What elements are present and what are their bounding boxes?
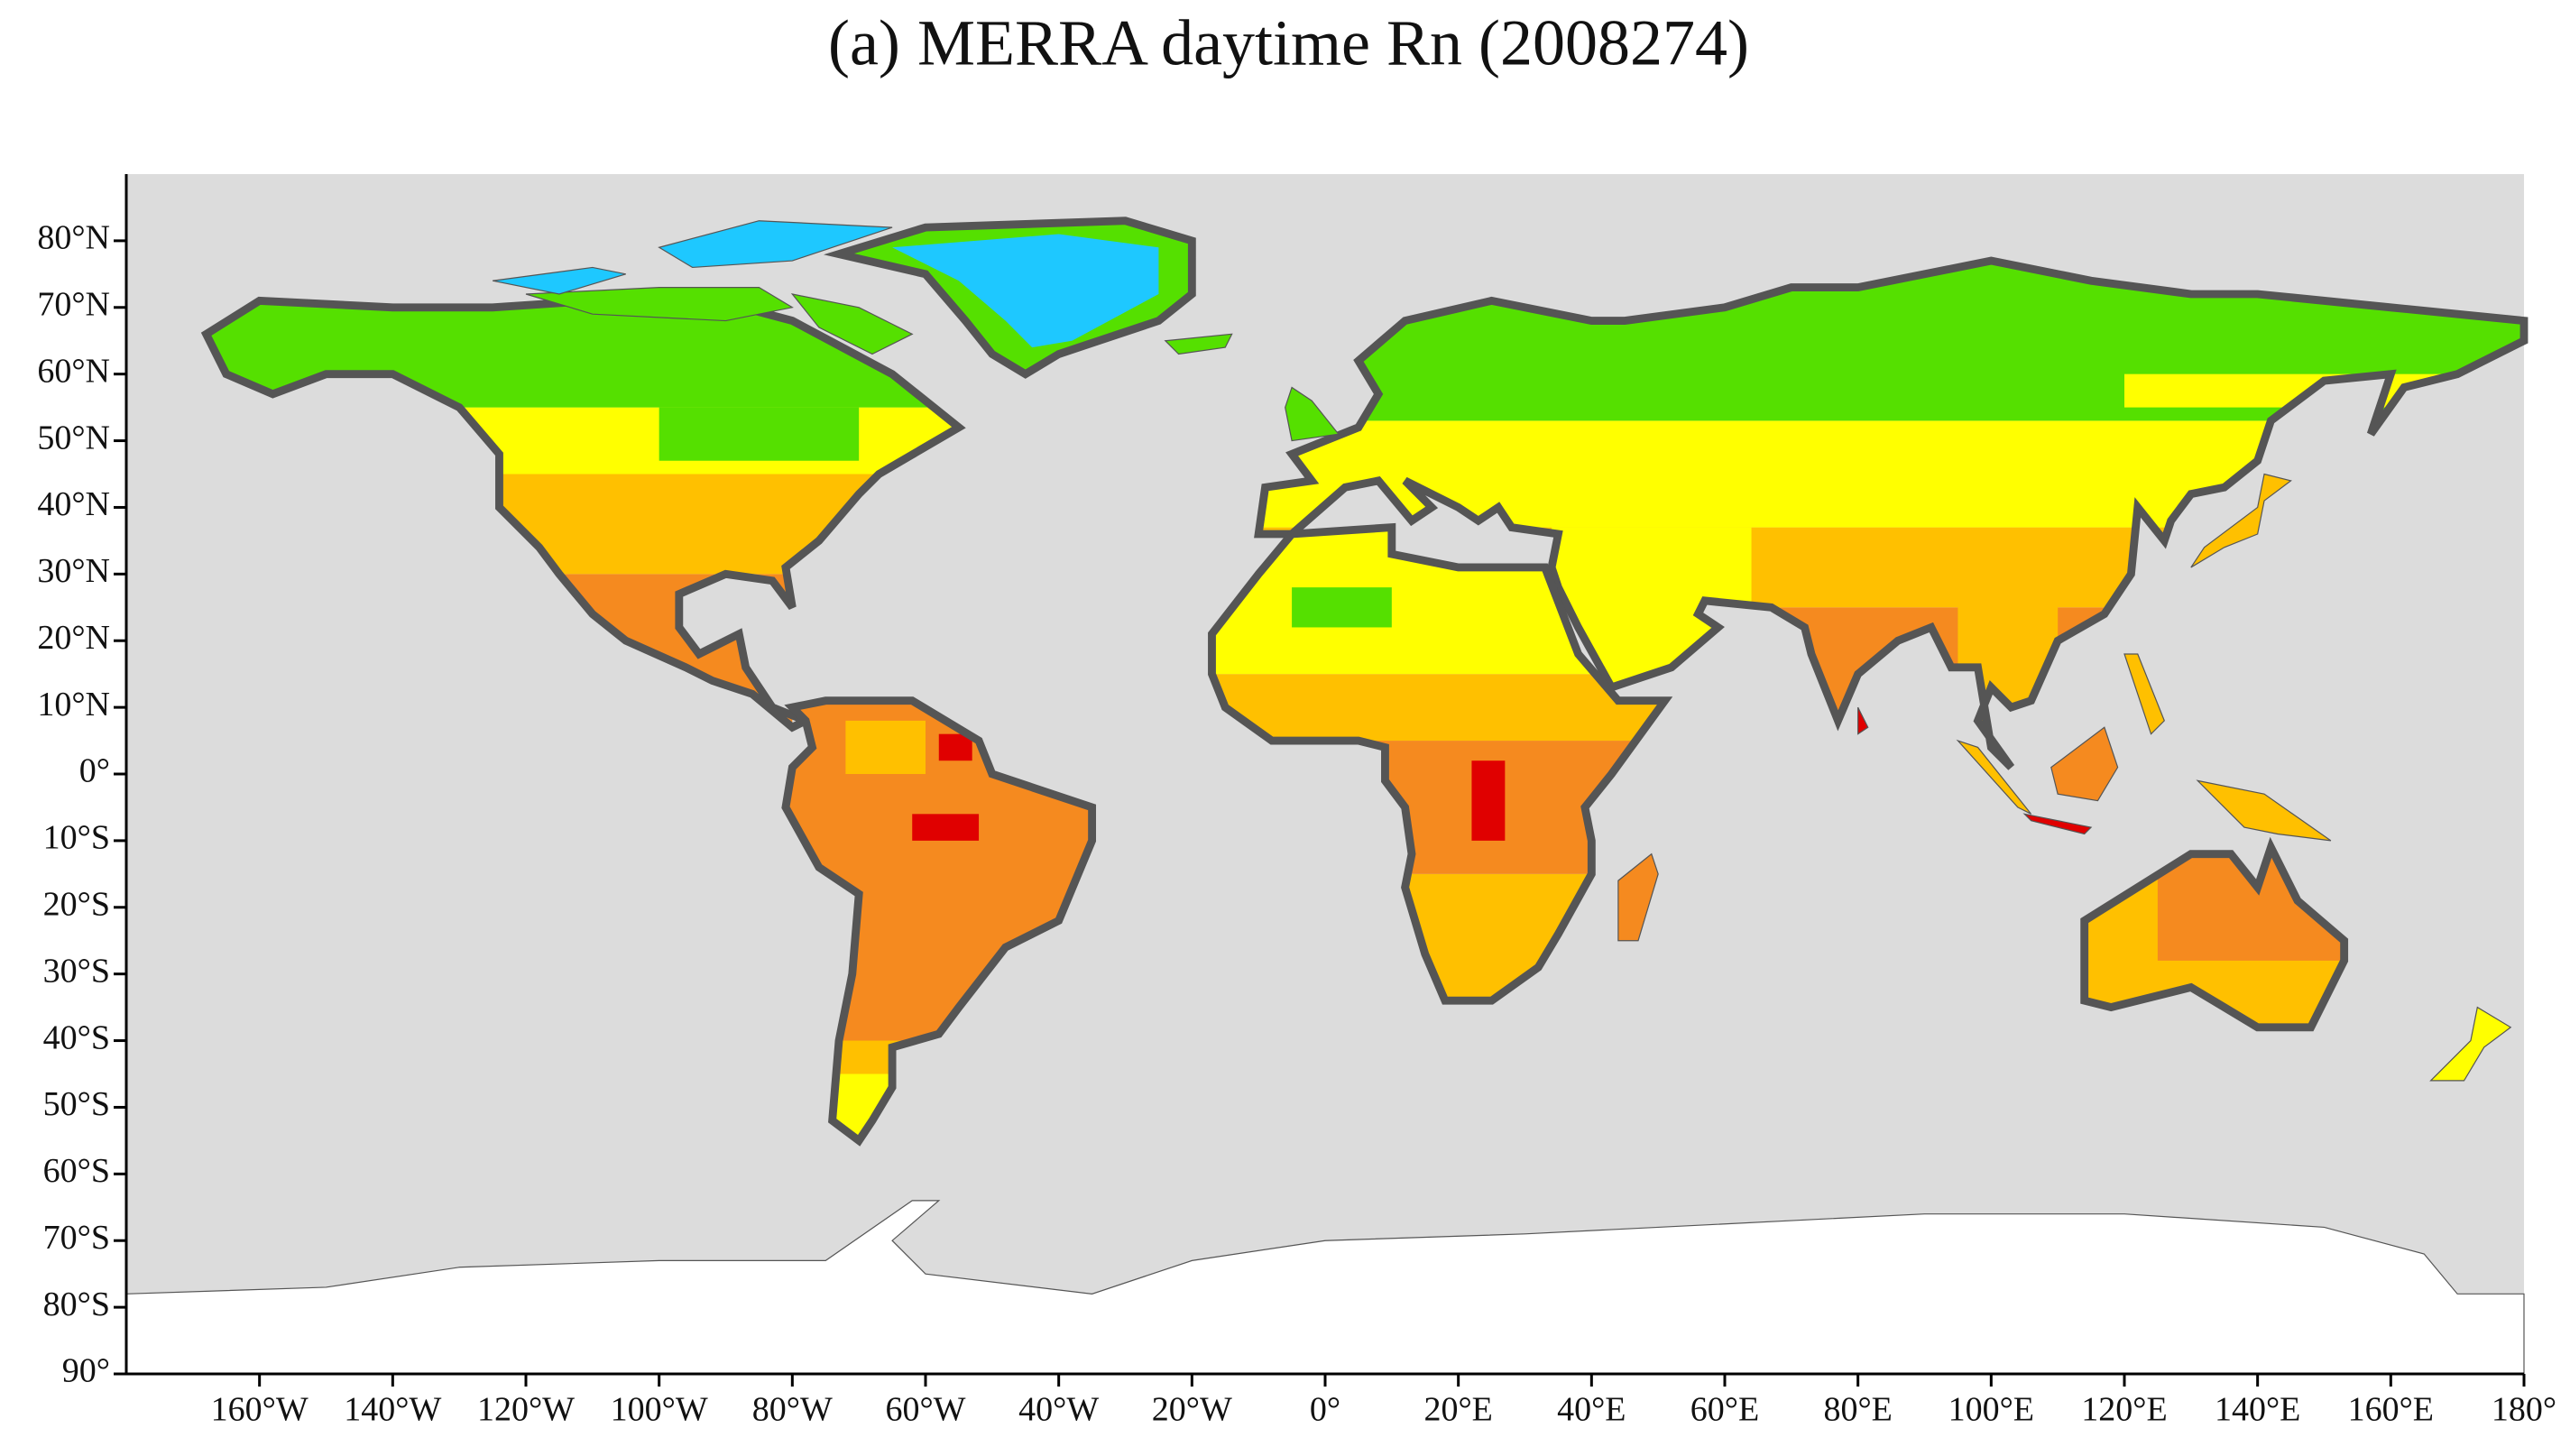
axes: 80°N 70°N 60°N 50°N 40°N 30°N 20°N 10°N 0° 10°S 20… xyxy=(37,174,2556,1429)
lon-label: 120°E xyxy=(2081,1391,2167,1429)
lat-label: 60°N xyxy=(37,352,110,390)
lat-label: 50°S xyxy=(43,1085,110,1123)
sumatra xyxy=(1957,741,2031,814)
arctic-islands xyxy=(493,221,912,355)
lon-label: 0° xyxy=(1310,1391,1340,1429)
lon-label: 140°W xyxy=(344,1391,441,1429)
lon-label: 160°W xyxy=(211,1391,309,1429)
lon-label: 180° xyxy=(2492,1391,2556,1429)
lat-label: 0° xyxy=(79,752,110,790)
lon-label: 20°E xyxy=(1423,1391,1492,1429)
lon-label: 60°W xyxy=(885,1391,965,1429)
lat-label: 80°S xyxy=(43,1286,110,1323)
lat-label: 10°N xyxy=(37,686,110,723)
lat-label: 10°S xyxy=(43,819,110,857)
lat-label: 70°S xyxy=(43,1219,110,1257)
lon-label: 80°W xyxy=(752,1391,833,1429)
sri-lanka xyxy=(1858,707,1868,734)
lon-label: 100°E xyxy=(1948,1391,2034,1429)
lon-label: 40°E xyxy=(1557,1391,1626,1429)
lon-label: 160°E xyxy=(2348,1391,2434,1429)
philippines xyxy=(2124,654,2164,734)
java xyxy=(2024,814,2091,834)
lon-label: 120°W xyxy=(477,1391,575,1429)
lat-label: 70°N xyxy=(37,285,110,323)
lon-label: 20°W xyxy=(1152,1391,1232,1429)
madagascar xyxy=(1618,854,1658,941)
iceland xyxy=(1165,334,1232,354)
new-guinea xyxy=(2197,780,2331,841)
lat-label: 30°N xyxy=(37,552,110,590)
lon-label: 100°W xyxy=(611,1391,708,1429)
lon-label: 60°E xyxy=(1690,1391,1759,1429)
lat-label: 90° xyxy=(62,1352,110,1390)
lon-label: 140°E xyxy=(2215,1391,2300,1429)
lat-label: 40°N xyxy=(37,485,110,523)
lat-label: 60°S xyxy=(43,1152,110,1190)
map-title: MERRA daytime Rn (2008274) xyxy=(917,7,1749,79)
lat-label: 40°S xyxy=(43,1018,110,1056)
lat-label: 50°N xyxy=(37,419,110,456)
new-zealand xyxy=(2431,1008,2511,1081)
lat-label: 80°N xyxy=(37,219,110,257)
lat-label: 20°N xyxy=(37,619,110,657)
lon-label: 80°E xyxy=(1823,1391,1892,1429)
britain xyxy=(1285,387,1339,440)
borneo xyxy=(2051,727,2118,800)
lat-label: 20°S xyxy=(43,885,110,923)
lat-label: 30°S xyxy=(43,952,110,990)
lon-label: 40°W xyxy=(1018,1391,1099,1429)
japan xyxy=(2191,474,2291,567)
antarctica xyxy=(126,1201,2524,1374)
panel-label: (a) xyxy=(828,7,900,79)
